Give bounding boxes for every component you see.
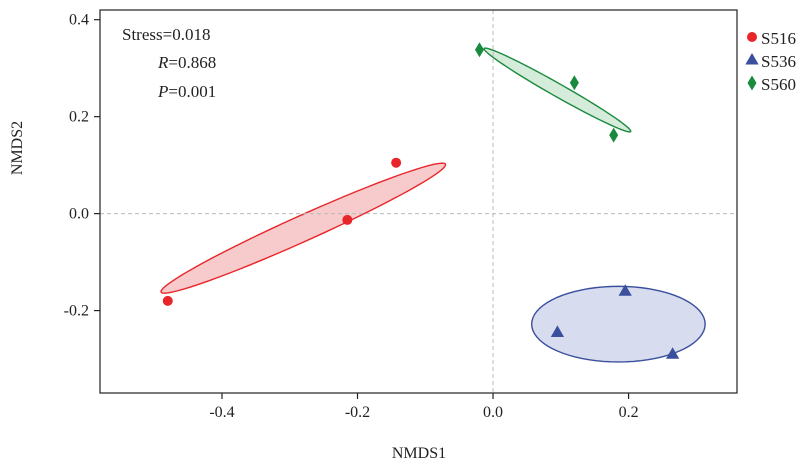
point-s560-3 bbox=[609, 127, 619, 143]
x-axis: -0.4 -0.2 0.0 0.2 bbox=[209, 393, 639, 421]
p-value: =0.001 bbox=[168, 82, 216, 101]
y-tick-label: 0.2 bbox=[69, 109, 89, 126]
points-layer bbox=[162, 42, 680, 359]
legend-label-s560: S560 bbox=[761, 75, 796, 94]
y-tick-label: 0.0 bbox=[69, 206, 89, 223]
point-s560-1 bbox=[474, 42, 484, 58]
legend-marker-s536 bbox=[745, 53, 759, 65]
r-annotation: R=0.868 bbox=[157, 53, 216, 72]
p-variable: P bbox=[157, 82, 168, 101]
confidence-ellipse-s560 bbox=[483, 47, 632, 133]
point-s536-2 bbox=[618, 284, 632, 296]
p-annotation: P=0.001 bbox=[157, 82, 216, 101]
legend-label-s516: S516 bbox=[761, 29, 796, 48]
legend-marker-s560 bbox=[747, 75, 757, 91]
x-tick-label: -0.2 bbox=[345, 404, 370, 421]
point-s560-2 bbox=[569, 75, 579, 91]
reference-lines bbox=[100, 10, 737, 393]
x-tick-label: 0.2 bbox=[619, 404, 639, 421]
point-s536-3 bbox=[665, 347, 680, 359]
point-s536-1 bbox=[550, 325, 565, 337]
stress-annotation: Stress=0.018 bbox=[122, 25, 210, 44]
x-tick-label: -0.4 bbox=[209, 404, 234, 421]
confidence-ellipse-s516 bbox=[160, 162, 447, 294]
x-axis-title: NMDS1 bbox=[392, 445, 446, 462]
r-value: =0.868 bbox=[168, 53, 216, 72]
point-s516-1 bbox=[162, 295, 173, 306]
y-tick-label: -0.2 bbox=[64, 303, 89, 320]
y-tick-label: 0.4 bbox=[69, 12, 89, 29]
x-tick-label: 0.0 bbox=[483, 404, 503, 421]
r-variable: R bbox=[157, 53, 169, 72]
point-s516-2 bbox=[342, 214, 353, 225]
legend: S516 S536 S560 bbox=[745, 29, 796, 94]
legend-marker-s516 bbox=[747, 32, 757, 42]
legend-label-s536: S536 bbox=[761, 52, 796, 71]
plot-frame bbox=[99, 9, 738, 394]
y-axis: -0.2 0.0 0.2 0.4 bbox=[64, 12, 100, 320]
point-s516-3 bbox=[391, 157, 402, 168]
y-axis-title: NMDS2 bbox=[9, 121, 26, 175]
ellipses-layer bbox=[160, 47, 706, 363]
confidence-ellipse-s536 bbox=[530, 285, 706, 363]
